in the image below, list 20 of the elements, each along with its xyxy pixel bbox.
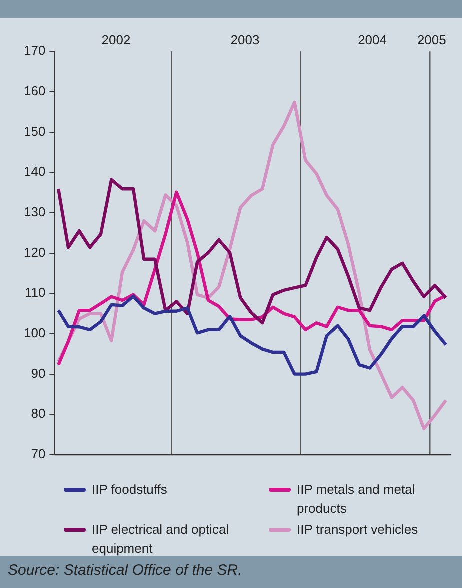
legend-label: IIP metals and metal products [297, 481, 416, 518]
x-tick-label: 2004 [358, 32, 387, 48]
x-tick-label: 2005 [417, 32, 446, 48]
x-tick-label: 2002 [102, 32, 131, 48]
y-tick-label: 120 [24, 244, 46, 260]
y-tick-label: 170 [24, 43, 46, 58]
y-tick-label: 80 [31, 406, 46, 422]
source-note: Source: Statistical Office of the SR. [0, 556, 462, 588]
y-tick-label: 130 [24, 204, 46, 220]
y-tick-label: 110 [24, 285, 46, 300]
y-tick-label: 90 [31, 366, 46, 381]
legend-label: IIP transport vehicles [297, 521, 418, 539]
x-tick-label: 2003 [230, 32, 260, 48]
y-tick-label: 160 [24, 84, 46, 99]
legend-label: IIP foodstuffs [92, 481, 168, 499]
y-tick-label: 70 [31, 446, 46, 462]
legend-label: IIP electrical and optical equipment [92, 521, 230, 558]
y-tick-label: 150 [24, 124, 46, 139]
y-tick-label: 100 [24, 326, 46, 341]
y-tick-label: 140 [24, 164, 46, 180]
